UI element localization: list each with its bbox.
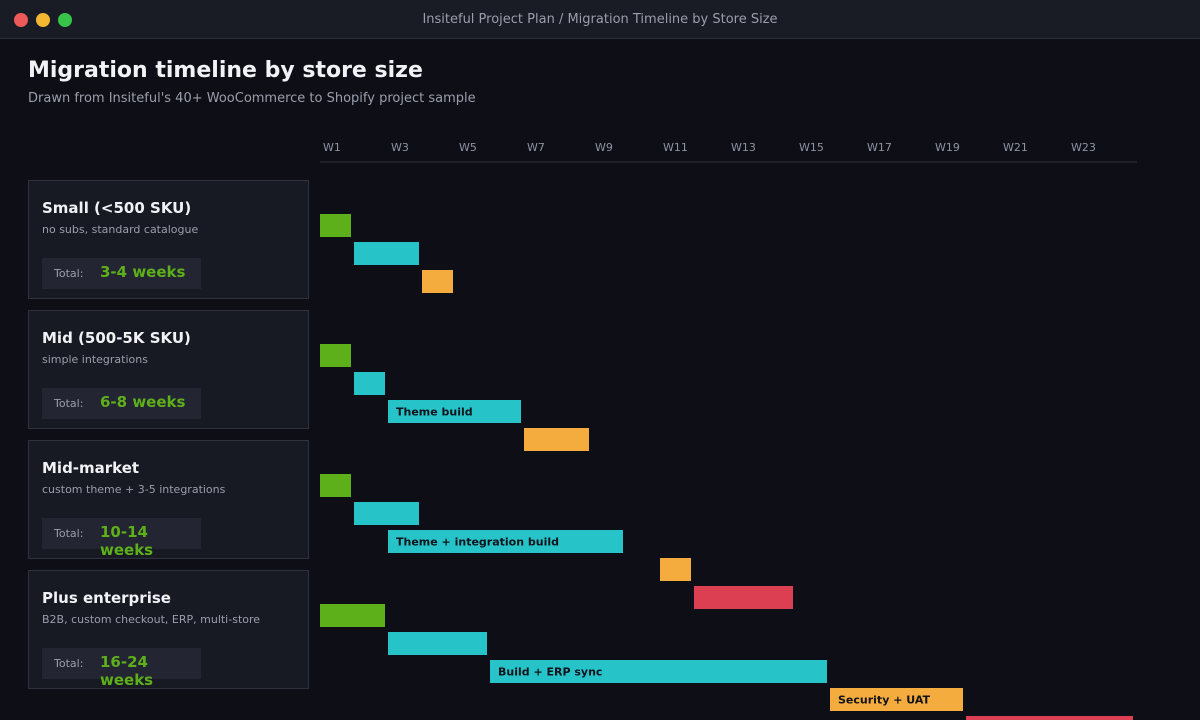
- week-tick-label: W1: [323, 141, 341, 154]
- week-tick-label: W9: [595, 141, 613, 154]
- gantt-bar-label: Build + ERP sync: [498, 666, 602, 679]
- gantt-bar-label: Theme + integration build: [396, 536, 559, 549]
- gantt-bar: [660, 558, 691, 581]
- gantt-bar: [354, 372, 385, 395]
- week-tick-label: W21: [1003, 141, 1028, 154]
- store-size-card-mid: Mid (500-5K SKU) simple integrations Tot…: [28, 310, 309, 429]
- store-size-name: Small (<500 SKU): [42, 199, 192, 217]
- window-titlebar: Insiteful Project Plan / Migration Timel…: [0, 0, 1200, 39]
- gantt-bar: [320, 214, 351, 237]
- total-label: Total:: [54, 397, 84, 410]
- total-badge: Total: 16-24 weeks: [42, 648, 201, 689]
- week-tick-label: W11: [663, 141, 688, 154]
- gantt-bar-label: Security + UAT: [838, 694, 930, 707]
- week-tick-label: W3: [391, 141, 409, 154]
- minimize-window-button[interactable]: [36, 13, 50, 27]
- gantt-bars: Theme build Theme + integration build Buil…: [320, 214, 1133, 720]
- store-size-card-mid-market: Mid-market custom theme + 3-5 integratio…: [28, 440, 309, 559]
- week-tick-label: W7: [527, 141, 545, 154]
- store-size-description: B2B, custom checkout, ERP, multi-store: [42, 613, 261, 626]
- store-size-card-plus-enterprise: Plus enterprise B2B, custom checkout, ER…: [28, 570, 309, 689]
- gantt-bar: [694, 586, 793, 609]
- gantt-bar: [354, 242, 419, 265]
- store-size-name: Mid-market: [42, 459, 140, 477]
- page-title: Migration timeline by store size: [28, 58, 423, 83]
- gantt-bar: [320, 604, 385, 627]
- gantt-bar: [320, 344, 351, 367]
- total-label: Total:: [54, 657, 84, 670]
- close-window-button[interactable]: [14, 13, 28, 27]
- store-size-card-small: Small (<500 SKU) no subs, standard catal…: [28, 180, 309, 299]
- week-tick-label: W5: [459, 141, 477, 154]
- week-tick-label: W17: [867, 141, 892, 154]
- store-size-name: Plus enterprise: [42, 589, 171, 607]
- store-size-description: simple integrations: [42, 353, 148, 366]
- gantt-bar: [524, 428, 589, 451]
- window-title: Insiteful Project Plan / Migration Timel…: [422, 12, 778, 27]
- maximize-window-button[interactable]: [58, 13, 72, 27]
- gantt-bar: [320, 474, 351, 497]
- week-tick-label: W13: [731, 141, 756, 154]
- week-tick-label: W23: [1071, 141, 1096, 154]
- gantt-bar: [490, 660, 827, 683]
- week-tick-label: W15: [799, 141, 824, 154]
- total-label: Total:: [54, 527, 84, 540]
- gantt-bar-label: Theme build: [396, 406, 473, 419]
- store-size-description: no subs, standard catalogue: [42, 223, 199, 236]
- week-axis: W1 W3 W5 W7 W9 W11 W13 W15 W17 W19 W21 W23: [320, 141, 1137, 163]
- gantt-bar: [388, 400, 521, 423]
- gantt-bar: [830, 688, 963, 711]
- total-badge: Total: 10-14 weeks: [42, 518, 201, 559]
- store-size-name: Mid (500-5K SKU): [42, 329, 191, 347]
- total-label: Total:: [54, 267, 84, 280]
- total-duration: 3-4 weeks: [100, 263, 186, 281]
- total-badge: Total: 3-4 weeks: [42, 258, 201, 289]
- gantt-bar: [388, 530, 623, 553]
- gantt-bar: [388, 632, 487, 655]
- page-subtitle: Drawn from Insiteful's 40+ WooCommerce t…: [28, 91, 476, 106]
- gantt-bar: [422, 270, 453, 293]
- gantt-bar: [354, 502, 419, 525]
- store-size-description: custom theme + 3-5 integrations: [42, 483, 226, 496]
- total-duration: 6-8 weeks: [100, 393, 186, 411]
- week-tick-label: W19: [935, 141, 960, 154]
- gantt-bar: [966, 716, 1133, 720]
- total-duration: 16-24 weeks: [100, 653, 154, 689]
- total-duration: 10-14 weeks: [100, 523, 154, 559]
- total-badge: Total: 6-8 weeks: [42, 388, 201, 419]
